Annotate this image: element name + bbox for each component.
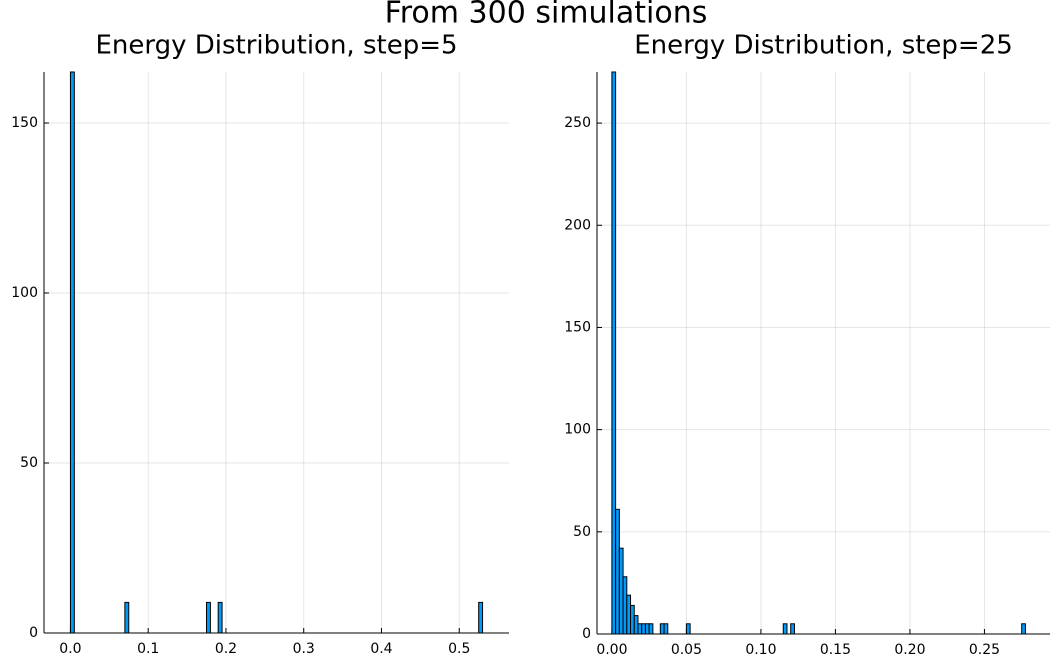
x-tick-label: 0.10 bbox=[745, 642, 776, 658]
x-tick-label: 0.00 bbox=[596, 642, 627, 658]
bar bbox=[633, 615, 639, 635]
y-tick-label: 150 bbox=[11, 115, 38, 131]
y-tick-label: 250 bbox=[564, 115, 591, 131]
x-tick-label: 0.25 bbox=[969, 642, 1000, 658]
x-tick-label: 0.2 bbox=[215, 641, 237, 657]
y-tick-label: 100 bbox=[11, 285, 38, 301]
y-tick-label: 200 bbox=[564, 217, 591, 233]
bar bbox=[618, 547, 624, 635]
x-tick-label: 0.4 bbox=[370, 641, 392, 657]
chart-title: Energy Distribution, step=5 bbox=[95, 31, 457, 61]
x-tick-label: 0.5 bbox=[448, 641, 470, 657]
y-tick-label: 50 bbox=[573, 524, 591, 540]
x-tick-label: 0.05 bbox=[671, 642, 702, 658]
bar bbox=[622, 576, 628, 635]
y-tick-label: 50 bbox=[20, 455, 38, 471]
bar bbox=[1021, 623, 1026, 635]
bar bbox=[659, 623, 665, 635]
bar bbox=[790, 623, 795, 635]
bar bbox=[663, 623, 669, 635]
bar bbox=[685, 623, 691, 635]
bar bbox=[69, 71, 75, 634]
bar bbox=[641, 623, 646, 635]
bar bbox=[615, 508, 620, 635]
x-tick-label: 0.3 bbox=[293, 641, 315, 657]
bar bbox=[630, 604, 635, 635]
chart-title: Energy Distribution, step=25 bbox=[634, 31, 1013, 61]
bar bbox=[217, 601, 223, 634]
y-tick-label: 100 bbox=[564, 422, 591, 438]
bar bbox=[611, 71, 617, 635]
bar bbox=[648, 623, 654, 635]
y-tick-label: 0 bbox=[29, 625, 38, 641]
x-tick-label: 0.0 bbox=[59, 641, 81, 657]
y-tick-label: 150 bbox=[564, 319, 591, 335]
bar bbox=[637, 623, 643, 635]
bar bbox=[124, 601, 130, 634]
bar bbox=[782, 623, 788, 635]
y-tick-label: 0 bbox=[582, 626, 591, 642]
bar bbox=[626, 594, 632, 635]
bar bbox=[644, 623, 650, 635]
figure-title: From 300 simulations bbox=[385, 0, 708, 31]
x-tick-label: 0.20 bbox=[894, 642, 925, 658]
bar bbox=[206, 601, 211, 634]
bar bbox=[478, 601, 484, 634]
x-tick-label: 0.15 bbox=[820, 642, 851, 658]
x-tick-label: 0.1 bbox=[137, 641, 159, 657]
